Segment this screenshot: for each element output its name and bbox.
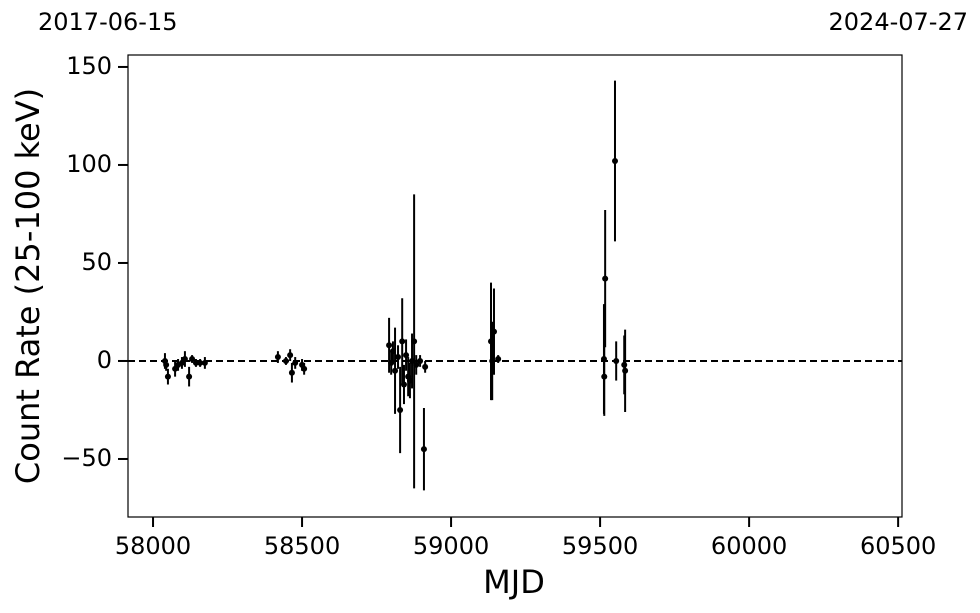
data-point: [417, 357, 424, 364]
y-tick-label: 0: [97, 346, 112, 374]
data-point: [292, 359, 299, 366]
data-point: [274, 354, 281, 361]
data-point: [397, 406, 404, 413]
data-point: [495, 356, 502, 363]
data-point: [201, 359, 208, 366]
data-point: [301, 365, 308, 372]
data-point: [413, 361, 420, 368]
data-point: [282, 357, 289, 364]
y-axis-label: Count Rate (25-100 keV): [9, 88, 47, 484]
data-point: [490, 328, 497, 335]
data-point: [611, 158, 618, 165]
top-left-label: 2017-06-15: [38, 8, 177, 36]
data-point: [395, 354, 402, 361]
y-tick-label: −50: [61, 444, 112, 472]
data-point: [601, 373, 608, 380]
y-tick-label: 50: [81, 248, 112, 276]
data-point: [420, 446, 427, 453]
data-point: [400, 381, 407, 388]
x-tick-label: 59000: [413, 532, 489, 560]
data-point: [411, 338, 418, 345]
data-point: [602, 275, 609, 282]
data-point: [163, 361, 170, 368]
x-tick-label: 58000: [115, 532, 191, 560]
data-point: [287, 352, 294, 359]
data-point: [613, 357, 620, 364]
top-right-label: 2024-07-27: [829, 8, 968, 36]
data-point: [403, 352, 410, 359]
data-point: [388, 359, 395, 366]
data-point: [197, 359, 204, 366]
data-point: [288, 369, 295, 376]
data-point: [181, 356, 188, 363]
y-tick-label: 100: [66, 150, 112, 178]
data-point: [386, 342, 393, 349]
x-tick-label: 59500: [562, 532, 638, 560]
plot-frame: [127, 54, 903, 518]
data-point: [189, 356, 196, 363]
data-point: [392, 367, 399, 374]
x-tick-label: 60000: [711, 532, 787, 560]
data-point: [399, 338, 406, 345]
x-axis-label: MJD: [483, 563, 545, 601]
data-point: [422, 363, 429, 370]
x-tick-label: 60500: [860, 532, 936, 560]
y-tick-label: 150: [66, 52, 112, 80]
x-tick-label: 58500: [264, 532, 340, 560]
data-point: [192, 359, 199, 366]
data-point: [186, 373, 193, 380]
data-point: [164, 373, 171, 380]
data-point: [622, 367, 629, 374]
